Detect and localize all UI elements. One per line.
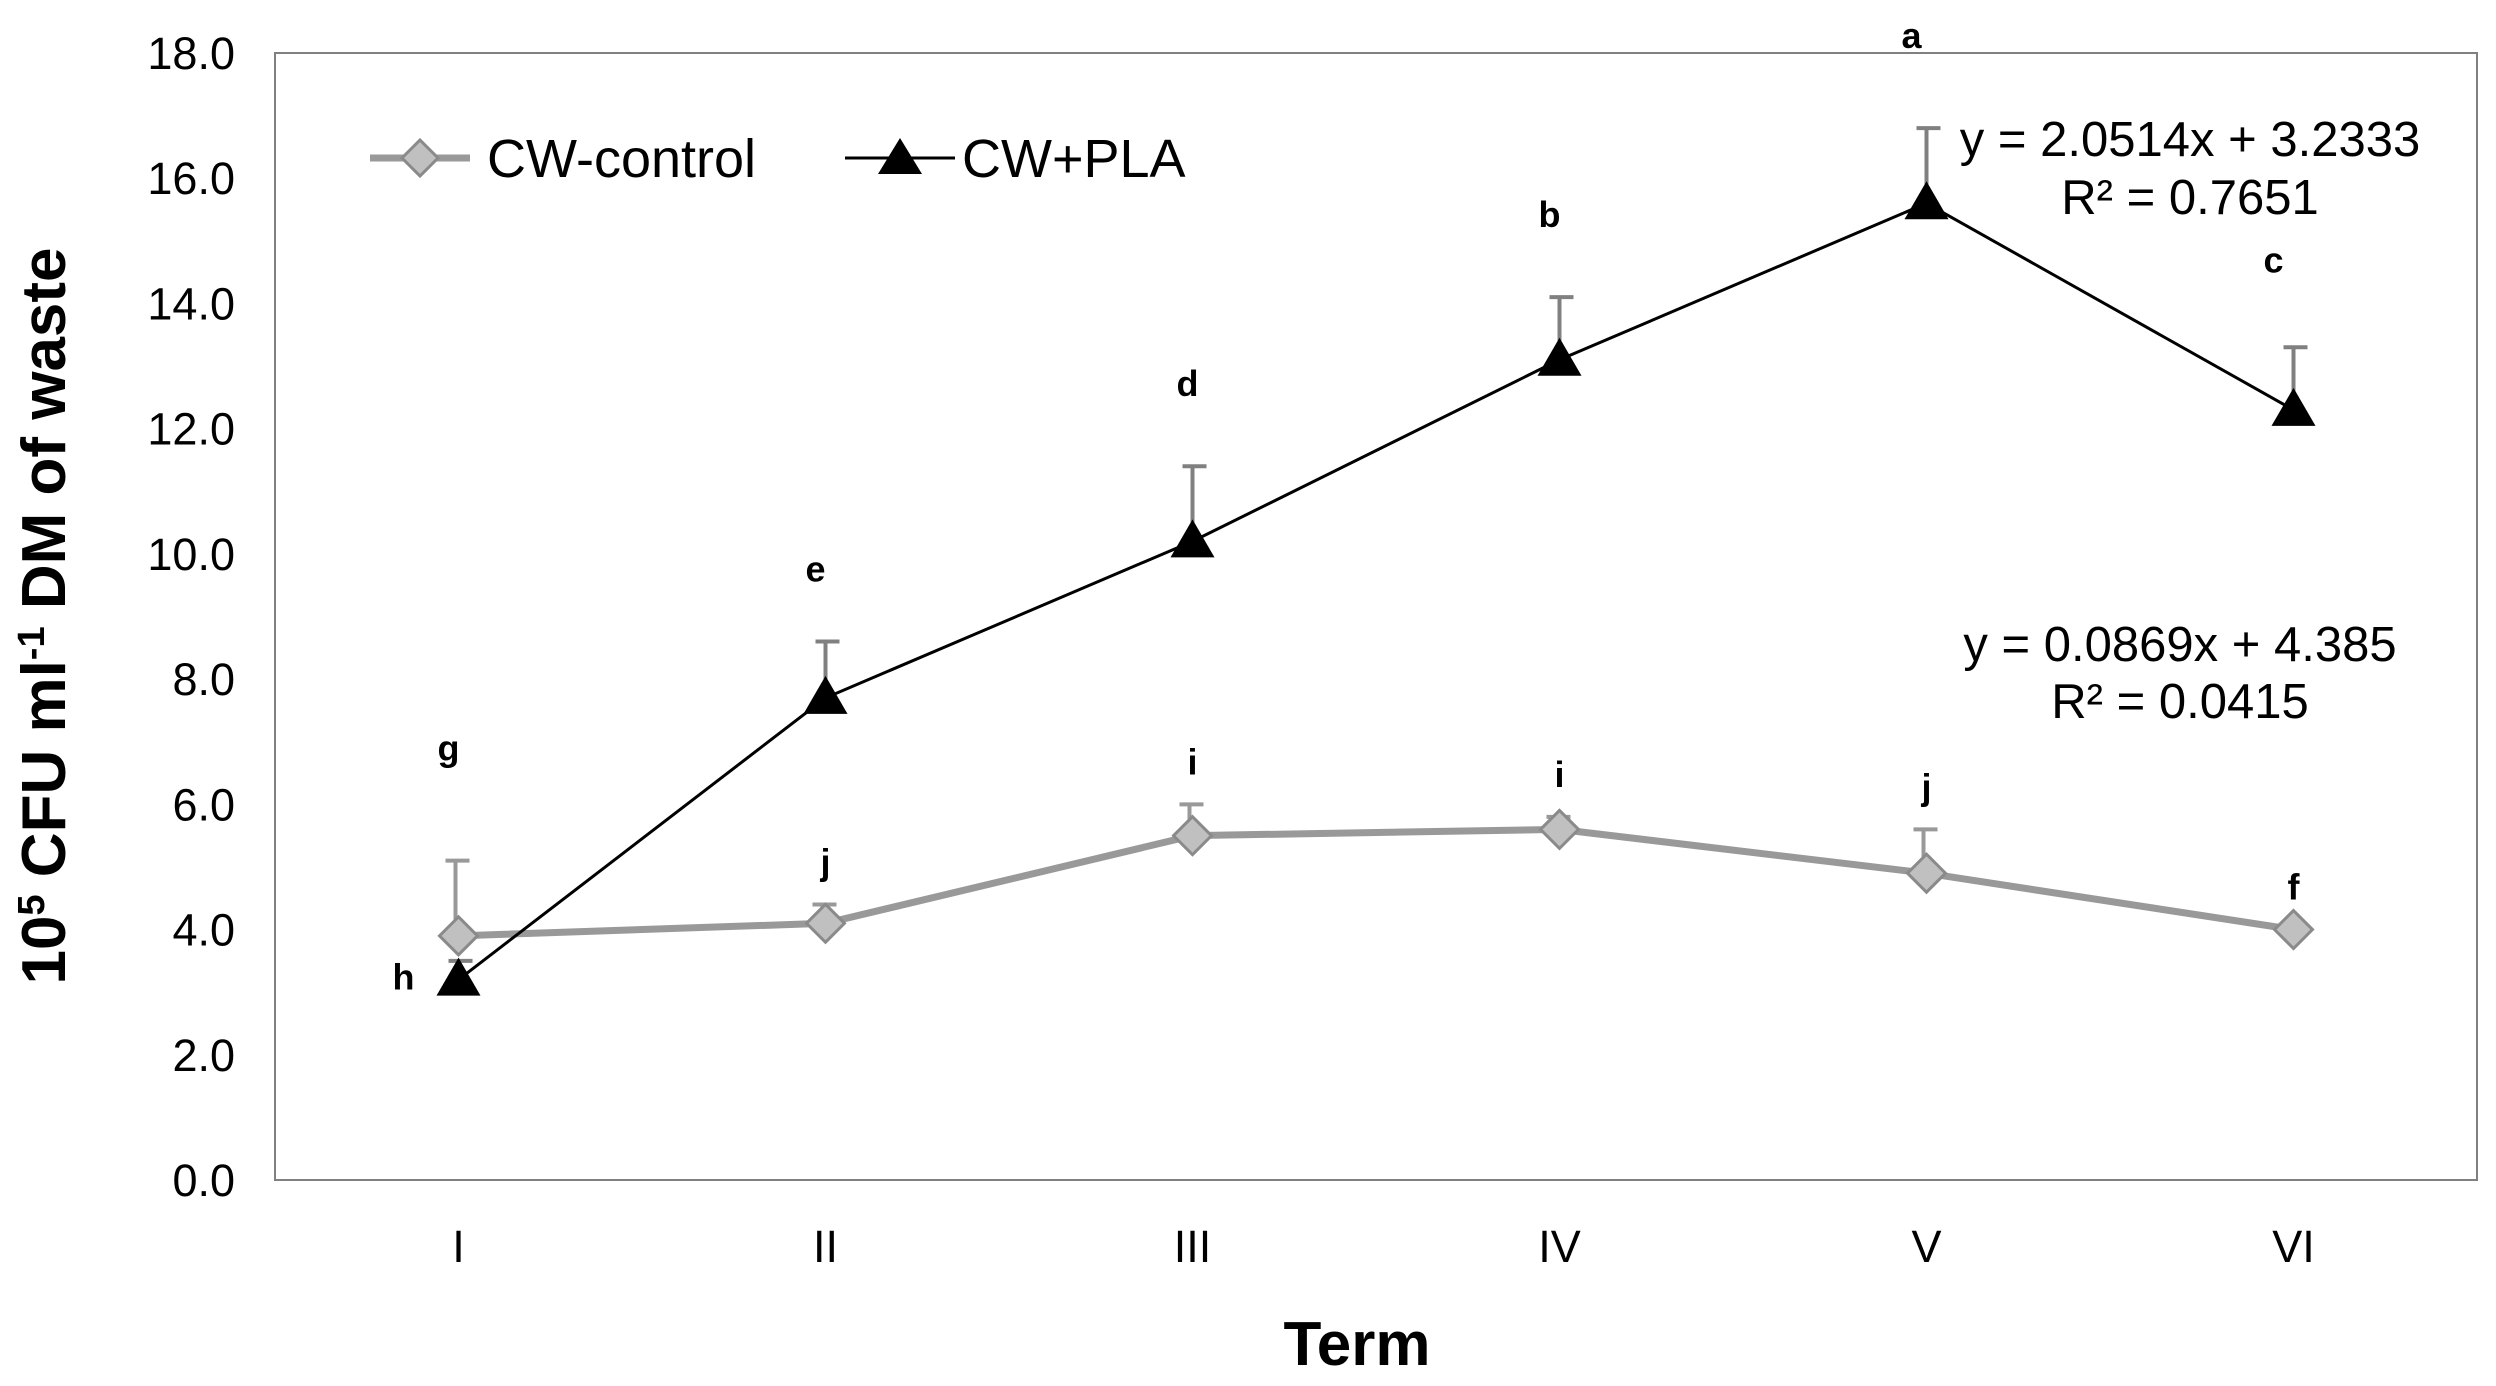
x-tick-label: II	[813, 1221, 838, 1272]
y-tick-label: 4.0	[172, 905, 235, 956]
significance-letter: j	[1920, 766, 1931, 807]
y-tick-label: 6.0	[172, 779, 235, 830]
trendline-eq-control: y = 0.0869x + 4.385	[1963, 618, 2396, 672]
x-axis-ticks: I II III IV V VI	[452, 1221, 2315, 1272]
legend-marker-pla	[878, 138, 922, 174]
series-layer: g j i i j f h e d b a c	[393, 15, 2316, 998]
x-tick-label: I	[452, 1221, 465, 1272]
legend-label-pla: CW+PLA	[962, 129, 1186, 189]
data-point	[2272, 908, 2315, 951]
y-axis-title-sup1: 5	[11, 894, 53, 915]
significance-letter: a	[1901, 15, 1922, 56]
significance-letter: i	[1554, 754, 1564, 795]
series-CW-control: g j i i j f	[437, 728, 2315, 957]
trendline-equation-control: y = 0.0869x + 4.385 R² = 0.0415	[1963, 618, 2396, 729]
y-tick-label: 8.0	[172, 654, 235, 705]
trendline-r2-control: R² = 0.0415	[2051, 675, 2308, 729]
significance-letter: i	[1187, 741, 1197, 782]
series-line	[457, 201, 2295, 981]
significance-letter: j	[819, 842, 830, 883]
y-axis-title: 105 CFU ml-1 DM of waste	[10, 247, 79, 984]
significance-letter: c	[2263, 239, 2283, 280]
y-axis-title-base: 10	[10, 916, 79, 985]
series-CW+PLA: h e d b a c	[393, 15, 2316, 998]
legend-marker-control	[399, 137, 441, 179]
x-tick-label: IV	[1538, 1221, 1581, 1272]
y-tick-label: 2.0	[172, 1030, 235, 1081]
trendline-r2-pla: R² = 0.7651	[2061, 171, 2318, 225]
y-axis-title-tail: DM of waste	[10, 247, 79, 626]
y-axis-title-mid: CFU ml	[10, 660, 79, 894]
y-tick-label: 10.0	[147, 529, 235, 580]
trendline-eq-pla: y = 2.0514x + 3.2333	[1960, 113, 2420, 167]
legend-label-control: CW-control	[487, 129, 756, 189]
plot-area	[274, 52, 2478, 1181]
y-axis-title-sup2: -1	[11, 626, 53, 660]
y-tick-label: 16.0	[147, 153, 235, 204]
y-tick-label: 14.0	[147, 278, 235, 329]
legend: CW-control CW+PLA	[370, 129, 1186, 189]
x-axis-title: Term	[1283, 1310, 1430, 1379]
x-tick-label: V	[1911, 1221, 1941, 1272]
significance-letter: h	[393, 957, 415, 998]
x-tick-label: III	[1174, 1221, 1212, 1272]
data-point	[1170, 519, 1215, 558]
significance-letter: e	[805, 549, 825, 590]
x-tick-label: VI	[2272, 1221, 2315, 1272]
significance-letter: f	[2288, 867, 2301, 908]
data-point	[1905, 852, 1948, 895]
data-point	[804, 902, 847, 945]
significance-letter: d	[1177, 363, 1199, 404]
data-point	[1537, 337, 1582, 376]
data-point	[1538, 808, 1581, 851]
data-point	[803, 675, 848, 714]
data-point	[1171, 814, 1214, 857]
data-point	[2271, 387, 2316, 426]
significance-letter: b	[1539, 194, 1561, 235]
series-line	[458, 825, 2295, 940]
data-point	[436, 957, 481, 996]
data-point	[437, 914, 480, 957]
y-tick-label: 18.0	[147, 28, 235, 79]
data-point	[1904, 181, 1949, 220]
trendline-equation-pla: y = 2.0514x + 3.2333 R² = 0.7651	[1960, 113, 2420, 225]
significance-letter: g	[438, 728, 460, 769]
y-tick-label: 12.0	[147, 404, 235, 455]
y-axis-ticks: 0.0 2.0 4.0 6.0 8.0 10.0 12.0 14.0 16.0 18.0	[147, 28, 235, 1206]
y-tick-label: 0.0	[172, 1155, 235, 1206]
